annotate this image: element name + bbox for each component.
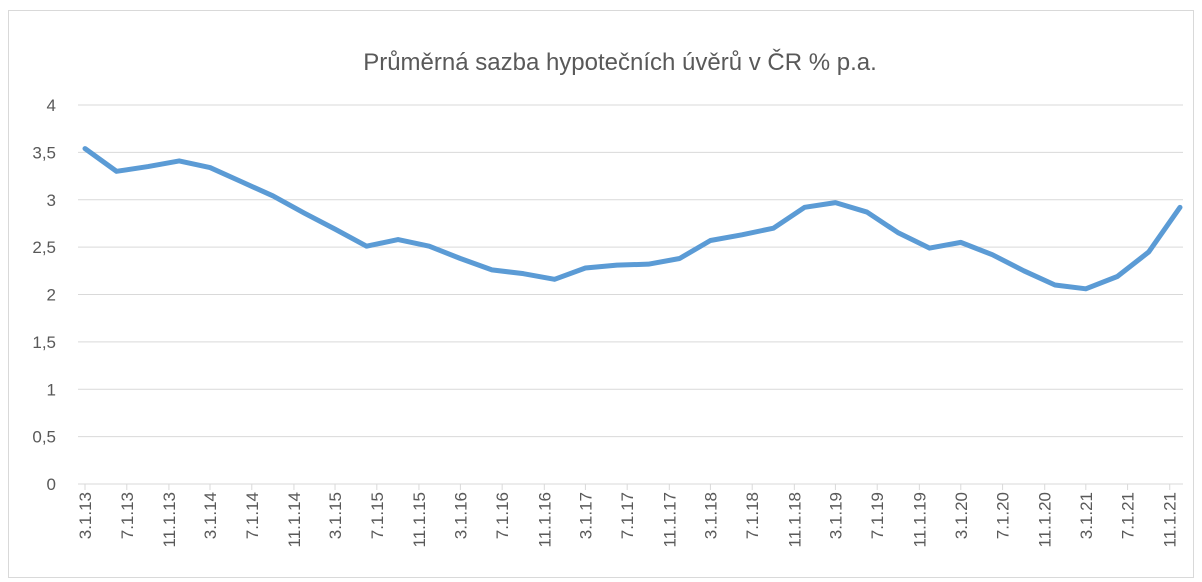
x-tick-label: 11.1.21 [1161,492,1180,547]
x-tick-label: 3.1.20 [952,492,971,539]
x-tick-label: 7.1.17 [618,492,637,539]
x-tick-label: 3.1.15 [326,492,345,539]
line-series [82,146,1183,292]
y-tick-label: 2 [47,286,56,305]
y-tick-label: 3,5 [32,143,56,162]
x-tick-label: 7.1.16 [493,492,512,539]
y-tick-label: 4 [47,96,56,115]
chart-title: Průměrná sazba hypotečních úvěrů v ČR % … [363,48,877,76]
x-tick-label: 7.1.13 [118,492,137,539]
x-tick-label: 3.1.19 [826,492,845,539]
x-tick-label: 7.1.20 [994,492,1013,539]
x-tick-label: 11.1.20 [1036,492,1055,547]
x-tick-label: 7.1.21 [1119,492,1138,539]
y-tick-label: 3 [47,191,56,210]
x-tick-label: 11.1.19 [910,492,929,547]
x-tick-label: 3.1.16 [451,492,470,539]
x-tick-label: 11.1.13 [160,492,179,547]
x-tick-label: 7.1.19 [868,492,887,539]
x-tick-label: 3.1.13 [76,492,95,539]
x-tick-label: 3.1.17 [576,492,595,539]
x-tick-label: 11.1.16 [535,492,554,547]
y-tick-label: 1 [47,380,56,399]
x-tick-label: 7.1.14 [243,492,262,539]
x-tick-label: 3.1.21 [1077,492,1096,539]
y-tick-label: 0,5 [32,428,56,447]
x-tick-label: 11.1.17 [660,492,679,547]
y-tick-label: 0 [47,475,56,494]
x-tick-label: 3.1.18 [701,492,720,539]
x-tick-label: 7.1.15 [368,492,387,539]
x-tick-label: 11.1.18 [785,492,804,547]
x-tick-label: 3.1.14 [201,492,220,539]
x-tick-label: 11.1.14 [285,492,304,547]
y-tick-label: 1,5 [32,333,56,352]
y-tick-label: 2,5 [32,238,56,257]
x-tick-label: 7.1.18 [743,492,762,539]
x-tick-label: 11.1.15 [410,492,429,547]
